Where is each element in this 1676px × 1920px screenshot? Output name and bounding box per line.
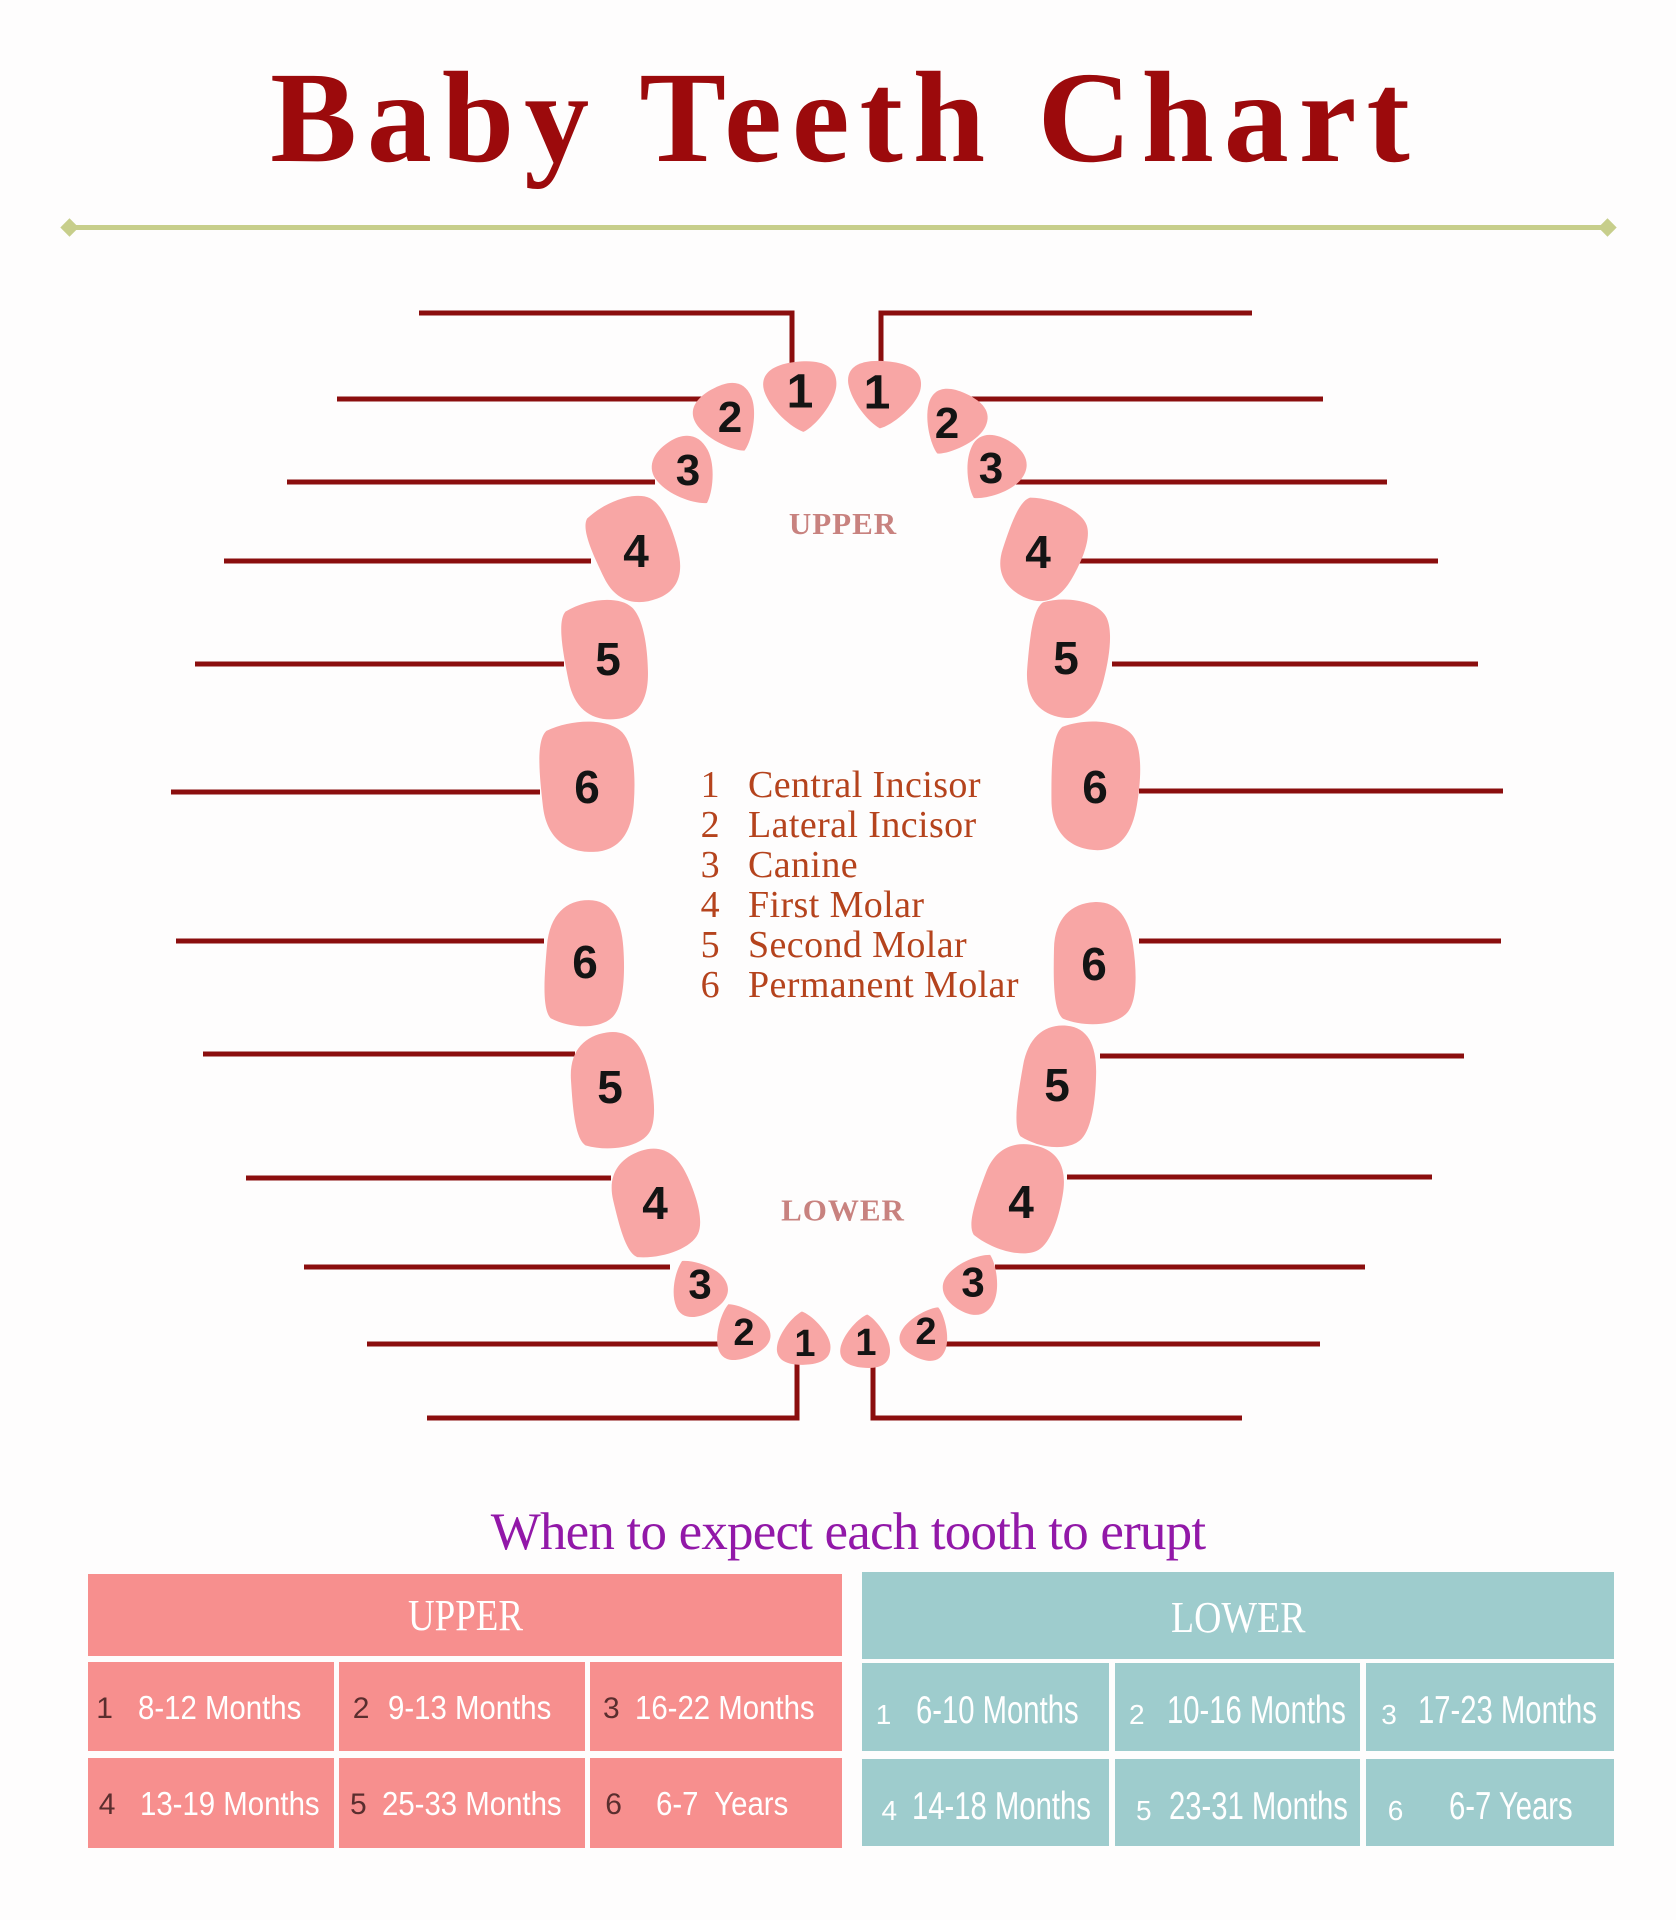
svg-text:LOWER: LOWER — [781, 1192, 905, 1227]
svg-text:4: 4 — [642, 1177, 668, 1229]
svg-text:3: 3 — [688, 1260, 711, 1307]
svg-text:5: 5 — [597, 1061, 623, 1113]
svg-text:6: 6 — [1082, 761, 1108, 813]
svg-text:5: 5 — [595, 633, 621, 685]
svg-text:1: 1 — [787, 366, 814, 419]
svg-text:1: 1 — [864, 367, 891, 420]
svg-text:6: 6 — [572, 936, 598, 988]
svg-text:1: 1 — [855, 1322, 876, 1364]
svg-text:1: 1 — [794, 1323, 815, 1365]
svg-text:4: 4 — [1025, 526, 1051, 578]
svg-text:4: 4 — [1008, 1176, 1034, 1228]
svg-text:6: 6 — [574, 761, 600, 813]
svg-text:3: 3 — [961, 1258, 984, 1305]
svg-text:3: 3 — [979, 444, 1003, 493]
svg-text:3: 3 — [676, 446, 700, 495]
svg-text:4: 4 — [623, 525, 649, 577]
svg-text:UPPER: UPPER — [789, 506, 897, 541]
svg-text:2: 2 — [935, 399, 959, 448]
svg-text:5: 5 — [1044, 1059, 1070, 1111]
svg-text:6: 6 — [1081, 938, 1107, 990]
svg-text:5: 5 — [1053, 632, 1079, 684]
svg-text:2: 2 — [915, 1311, 936, 1353]
svg-text:2: 2 — [718, 393, 742, 442]
svg-text:2: 2 — [733, 1312, 754, 1354]
